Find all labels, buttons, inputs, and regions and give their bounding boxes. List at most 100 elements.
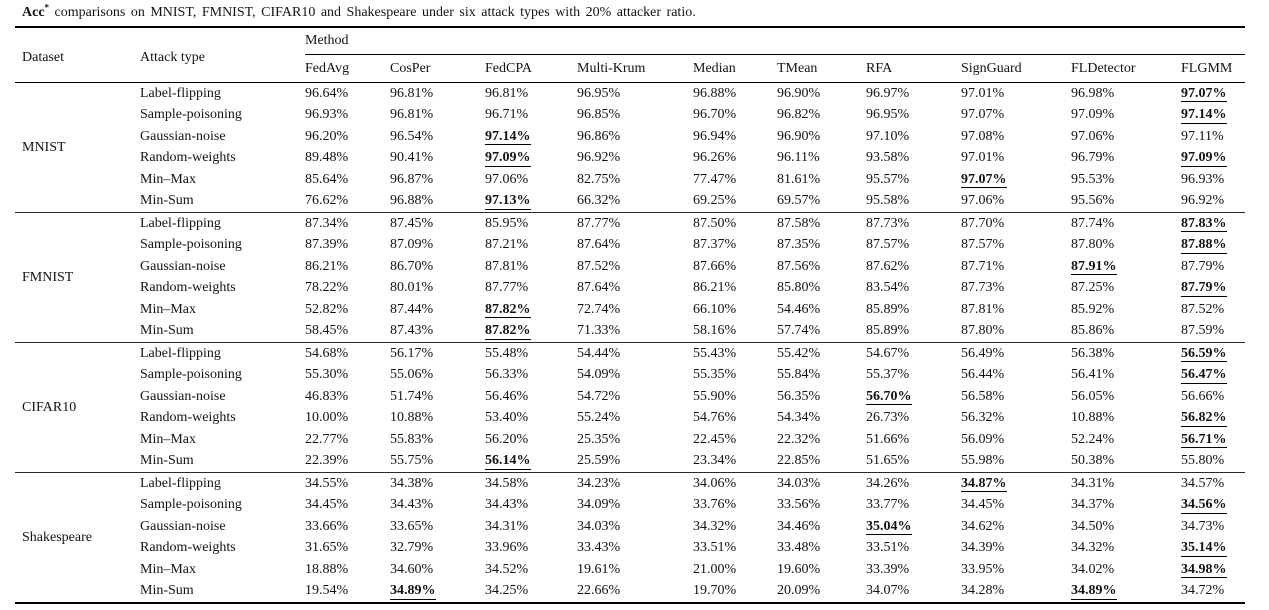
- value-cell: 86.21%: [693, 280, 737, 296]
- table-row: MNIST Label-flipping 96.64% 96.81% 96.81% 96.…: [15, 83, 1245, 155]
- value-cell: 33.48%: [777, 540, 821, 556]
- col-header-dataset: Dataset: [15, 27, 140, 83]
- table-row: Min–Max 52.82% 87.44% 87.82% 72.74% 66.10% 54.…: [15, 299, 1245, 321]
- value-cell: 54.34%: [777, 410, 821, 426]
- value-cell: 10.88%: [1071, 410, 1115, 426]
- value-cell: 66.10%: [693, 301, 737, 317]
- attack-type: Label-flipping: [140, 345, 221, 361]
- value-cell: 51.65%: [866, 453, 910, 469]
- table-row: Min–Max 85.64% 96.87% 97.06% 82.75% 77.47% 81.…: [15, 169, 1245, 191]
- table-row: FMNIST Label-flipping 87.34% 87.45% 85.95% 87…: [15, 213, 1245, 285]
- best-value: 87.79%: [1181, 280, 1227, 297]
- table-row: Shakespeare Label-flipping 34.55% 34.38% 34.…: [15, 473, 1245, 545]
- value-cell: 87.25%: [1071, 280, 1115, 296]
- value-cell: 19.60%: [777, 561, 821, 577]
- value-cell: 85.92%: [1071, 301, 1115, 317]
- best-value: 87.88%: [1181, 237, 1227, 254]
- caption-text: comparisons on MNIST, FMNIST, CIFAR10 an…: [49, 5, 696, 20]
- value-cell: 85.80%: [777, 280, 821, 296]
- attack-type: Label-flipping: [140, 475, 221, 491]
- value-cell: 87.64%: [577, 280, 621, 296]
- table-row: Min–Max 18.88% 34.60% 34.52% 19.61% 21.00% 19.…: [15, 559, 1245, 581]
- method-header-cosper: CosPer: [390, 54, 485, 83]
- value-cell: 96.98%: [1071, 85, 1115, 101]
- table-caption: Acc* comparisons on MNIST, FMNIST, CIFAR…: [15, 3, 1257, 26]
- table-row: Gaussian-noise 33.66% 33.65% 34.31% 34.03% 34…: [15, 516, 1245, 538]
- value-cell: 87.79%: [1181, 258, 1225, 274]
- attack-type: Gaussian-noise: [140, 128, 226, 144]
- value-cell: 33.76%: [693, 497, 737, 513]
- dataset-name: MNIST: [22, 139, 66, 155]
- value-cell: 96.64%: [305, 85, 349, 101]
- value-cell: 34.38%: [390, 475, 434, 491]
- best-value: 34.87%: [961, 475, 1007, 493]
- value-cell: 97.01%: [961, 85, 1005, 101]
- table-row: Random-weights 78.22% 80.01% 87.77% 87.64% 86…: [15, 278, 1245, 300]
- value-cell: 87.79%: [1181, 278, 1245, 300]
- value-cell: 87.70%: [961, 215, 1005, 231]
- value-cell: 86.21%: [305, 258, 349, 274]
- value-cell: 96.87%: [390, 171, 434, 187]
- value-cell: 54.67%: [866, 345, 910, 361]
- value-cell: 56.49%: [961, 345, 1005, 361]
- table-row: Gaussian-noise 96.20% 96.54% 97.14% 96.86% 96…: [15, 126, 1245, 148]
- value-cell: 54.44%: [577, 345, 621, 361]
- value-cell: 34.52%: [485, 561, 529, 577]
- value-cell: 55.80%: [1181, 453, 1225, 469]
- value-cell: 33.95%: [961, 561, 1005, 577]
- method-header-row: FedAvg CosPer FedCPA Multi-Krum Median TMean R…: [15, 54, 1246, 83]
- value-cell: 10.88%: [390, 410, 434, 426]
- value-cell: 54.76%: [693, 410, 737, 426]
- best-value: 97.09%: [1181, 150, 1227, 167]
- value-cell: 96.54%: [390, 128, 434, 144]
- value-cell: 34.98%: [1181, 559, 1245, 581]
- value-cell: 96.20%: [305, 128, 349, 144]
- value-cell: 34.02%: [1071, 561, 1115, 577]
- value-cell: 56.32%: [961, 410, 1005, 426]
- value-cell: 56.05%: [1071, 388, 1115, 404]
- value-cell: 55.37%: [866, 367, 910, 383]
- best-value: 56.14%: [485, 453, 531, 470]
- value-cell: 87.35%: [777, 237, 821, 253]
- value-cell: 56.46%: [485, 388, 529, 404]
- value-cell: 97.06%: [961, 193, 1005, 209]
- value-cell: 87.57%: [866, 237, 910, 253]
- value-cell: 54.46%: [777, 301, 821, 317]
- value-cell: 34.60%: [390, 561, 434, 577]
- best-value: 34.56%: [1181, 497, 1227, 514]
- value-cell: 96.94%: [693, 128, 737, 144]
- value-cell: 87.58%: [777, 215, 821, 231]
- caption-asterisk: *: [44, 2, 50, 13]
- attack-type: Random-weights: [140, 540, 236, 556]
- value-cell: 87.56%: [777, 258, 821, 274]
- table-row: Sample-poisoning 96.93% 96.81% 96.71% 96.85%…: [15, 105, 1245, 127]
- table-row: Sample-poisoning 87.39% 87.09% 87.21% 87.64%…: [15, 235, 1245, 257]
- value-cell: 23.34%: [693, 453, 737, 469]
- value-cell: 69.25%: [693, 193, 737, 209]
- value-cell: 95.57%: [866, 171, 910, 187]
- value-cell: 85.64%: [305, 171, 349, 187]
- value-cell: 54.09%: [577, 367, 621, 383]
- value-cell: 96.81%: [485, 85, 529, 101]
- value-cell: 35.14%: [1181, 538, 1245, 560]
- value-cell: 34.03%: [777, 475, 821, 491]
- value-cell: 97.01%: [961, 150, 1005, 166]
- table-row: Sample-poisoning 55.30% 55.06% 56.33% 54.09%…: [15, 365, 1245, 387]
- method-header-fedavg: FedAvg: [305, 54, 390, 83]
- value-cell: 97.14%: [485, 126, 577, 148]
- attack-type: Sample-poisoning: [140, 107, 242, 123]
- best-value: 97.07%: [961, 171, 1007, 189]
- table-row: Min-Sum 76.62% 96.88% 97.13% 66.32% 69.25% 69.…: [15, 191, 1245, 213]
- value-cell: 97.07%: [961, 107, 1005, 123]
- value-cell: 51.66%: [866, 431, 910, 447]
- value-cell: 83.54%: [866, 280, 910, 296]
- value-cell: 56.38%: [1071, 345, 1115, 361]
- value-cell: 34.89%: [390, 581, 485, 604]
- attack-type: Min–Max: [140, 171, 196, 187]
- method-header-fldetector: FLDetector: [1071, 54, 1181, 83]
- method-header-rfa: RFA: [866, 54, 961, 83]
- value-cell: 35.04%: [866, 516, 961, 538]
- caption-acc-label: Acc: [22, 5, 45, 20]
- value-cell: 96.88%: [390, 193, 434, 209]
- value-cell: 34.09%: [577, 497, 621, 513]
